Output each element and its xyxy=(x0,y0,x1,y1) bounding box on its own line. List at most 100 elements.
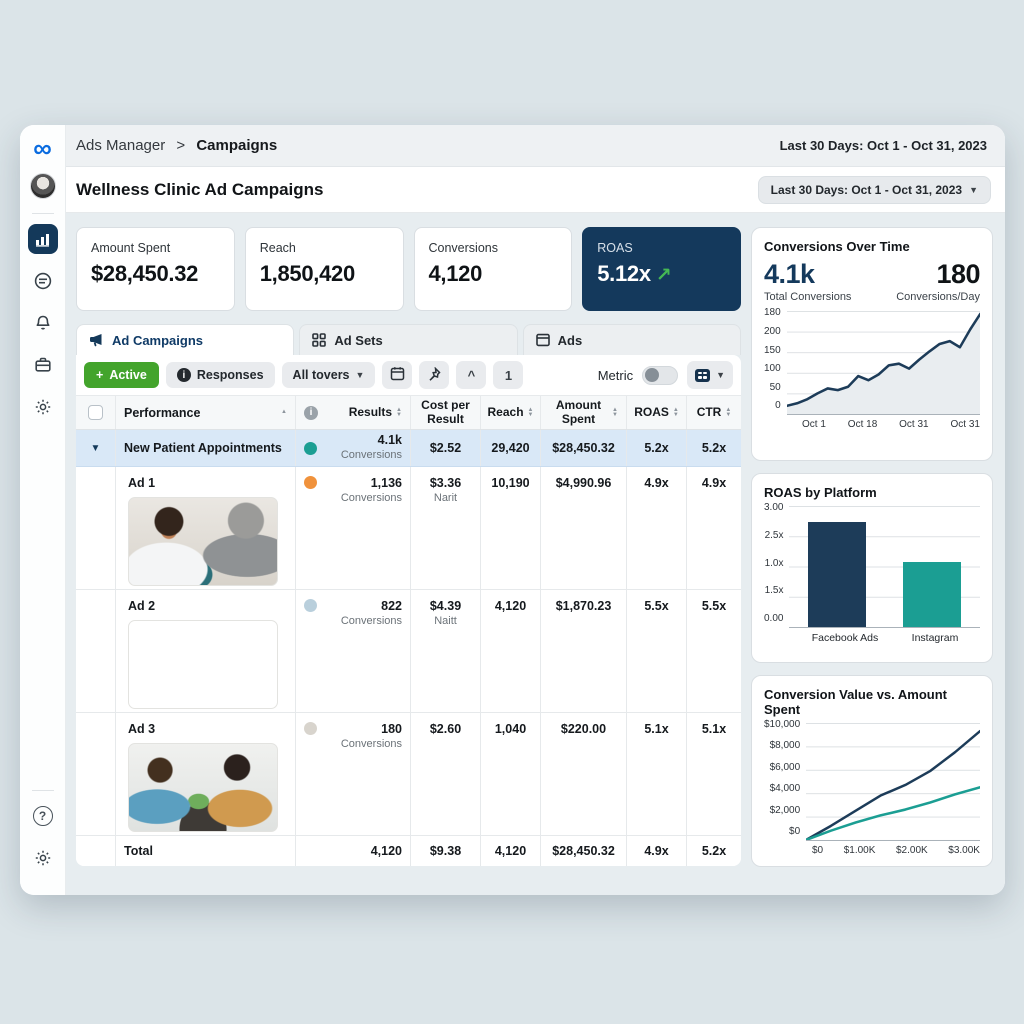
breadcrumb-separator: > xyxy=(176,137,186,154)
column-header-ctr[interactable]: CTR ▲ ▼ xyxy=(696,404,732,419)
cell-ctr: 5.1x xyxy=(701,722,727,736)
sidebar-bottom: ? xyxy=(28,786,58,885)
info-icon: i xyxy=(176,368,191,382)
frame-icon xyxy=(535,333,550,347)
pin-button[interactable] xyxy=(419,361,450,389)
column-header-results[interactable]: i Results ▲ ▼ xyxy=(296,396,411,429)
cell-roas: 4.9x xyxy=(627,467,687,589)
metric-toggle[interactable] xyxy=(642,365,679,385)
ad-thumbnail[interactable] xyxy=(128,743,278,832)
ad-name[interactable]: Ad 1 xyxy=(128,476,156,490)
left-column: Amount Spent $28,450.32 Reach 1,850,420 … xyxy=(76,227,741,895)
chevron-down-icon: ▼ xyxy=(355,370,365,380)
tab-label: Ad Sets xyxy=(334,332,383,348)
chevron-down-icon: ▼ xyxy=(969,184,978,195)
column-header-cost-per-result[interactable]: Cost per Result xyxy=(411,396,481,429)
select-all-checkbox[interactable] xyxy=(88,405,103,420)
total-cost: $9.38 xyxy=(411,836,481,866)
conversions-over-time-card: Conversions Over Time 4.1k Total Conversi… xyxy=(751,227,993,461)
calendar-icon xyxy=(390,366,405,384)
line-chart xyxy=(786,311,980,416)
cell-spent: $28,450.32 xyxy=(541,430,627,466)
breadcrumb-campaigns[interactable]: Campaigns xyxy=(196,137,278,154)
active-filter-button[interactable]: + Active xyxy=(84,362,159,388)
bar-chart-icon xyxy=(35,231,51,247)
kpi-card-roas: ROAS 5.12x ↗ xyxy=(582,227,741,311)
tab-label: Ads xyxy=(557,332,583,348)
sidebar-item-campaigns[interactable] xyxy=(28,266,58,296)
breadcrumb: Ads Manager > Campaigns xyxy=(76,137,277,154)
x-axis: Facebook Ads Instagram xyxy=(811,632,959,644)
breadcrumb-ads-manager[interactable]: Ads Manager xyxy=(76,137,166,154)
expand-row-icon[interactable]: ▼ xyxy=(90,442,101,454)
cell-ctr: 5.5x xyxy=(701,599,727,613)
status-dot xyxy=(304,599,317,612)
ad-row[interactable]: Ad 3 180 Conversions $2.60 1,040 $220.00 … xyxy=(76,713,741,836)
column-header-amount-spent[interactable]: Amount Spent ▲ ▼ xyxy=(541,396,627,429)
y-axis: $10,000 $8,000 $6,000 $4,000 $2,000 $0 xyxy=(764,719,801,837)
cell-reach: 10,190 xyxy=(481,467,541,589)
kpi-value: $28,450.32 xyxy=(91,261,199,286)
avatar[interactable] xyxy=(29,173,56,199)
tab-ad-sets[interactable]: Ad Sets xyxy=(299,324,518,355)
top-bar: Ads Manager > Campaigns Last 30 Days: Oc… xyxy=(66,125,1005,167)
kpi-row: Amount Spent $28,450.32 Reach 1,850,420 … xyxy=(76,227,741,311)
cell-reach: 1,040 xyxy=(481,713,541,835)
total-ctr: 5.2x xyxy=(701,844,727,858)
campaign-row[interactable]: ▼ New Patient Appointments 4.1k Conversio… xyxy=(76,430,741,467)
calendar-button[interactable] xyxy=(382,361,413,389)
kpi-label: Reach xyxy=(259,241,296,255)
cell-cost: $2.52 xyxy=(411,430,481,466)
cell-spent: $220.00 xyxy=(541,713,627,835)
sidebar-item-settings[interactable] xyxy=(28,392,58,422)
sort-asc-icon: ▲ xyxy=(281,409,287,416)
ad-row[interactable]: Ad 2 822 Conversions $4.39 Naitt 4,120 $1,… xyxy=(76,590,741,713)
sidebar-item-business-tools[interactable] xyxy=(28,350,58,380)
sort-order-label: 1 xyxy=(504,367,513,383)
collapse-button[interactable]: ^ xyxy=(456,361,487,389)
gear-icon xyxy=(34,398,52,416)
date-range-dropdown[interactable]: Last 30 Days: Oct 1 - Oct 31, 2023 ▼ xyxy=(757,175,991,204)
column-header-roas[interactable]: ROAS ▲ ▼ xyxy=(627,396,687,429)
stat-value: 180 xyxy=(936,259,980,289)
ad-name[interactable]: Ad 3 xyxy=(128,722,156,736)
status-dot xyxy=(304,441,317,455)
ad-thumbnail[interactable] xyxy=(128,497,278,586)
total-reach: 4,120 xyxy=(481,836,541,866)
meta-logo-icon[interactable]: ∞ xyxy=(33,133,52,163)
ad-name[interactable]: Ad 2 xyxy=(128,599,156,613)
sidebar-item-preferences[interactable] xyxy=(28,843,58,873)
column-header-reach[interactable]: Reach ▲ ▼ xyxy=(481,396,541,429)
ad-thumbnail[interactable] xyxy=(128,620,278,709)
campaigns-table: Performance ▲ i Results ▲ ▼ Cost per Resul… xyxy=(76,395,741,866)
campaign-name[interactable]: New Patient Appointments xyxy=(116,430,296,466)
tab-ad-campaigns[interactable]: Ad Campaigns xyxy=(76,324,295,355)
sidebar-item-help[interactable]: ? xyxy=(28,801,58,831)
total-results: 4,120 xyxy=(296,836,411,866)
sort-icon: ▲ ▼ xyxy=(725,407,732,418)
kpi-label: Amount Spent xyxy=(91,241,171,255)
kpi-value: 4,120 xyxy=(428,261,483,286)
sidebar-item-reports[interactable] xyxy=(27,224,58,254)
responses-label: Responses xyxy=(196,368,264,382)
cell-ctr: 4.9x xyxy=(701,476,727,490)
cell-roas: 5.1x xyxy=(627,713,687,835)
ad-row[interactable]: Ad 1 1,136 Conversions $3.36 Narit 10,190 … xyxy=(76,467,741,590)
column-header-performance[interactable]: Performance ▲ xyxy=(116,396,296,429)
x-axis: $0 $1.00K $2.00K $3.00K xyxy=(812,845,980,856)
sort-order-button[interactable]: 1 xyxy=(493,361,524,389)
cell-ctr: 5.2x xyxy=(701,441,727,455)
roas-by-platform-card: ROAS by Platform 3.00 2.5x 1.0x 1.5x 0.00 xyxy=(751,473,993,663)
stat-label: Total Conversions xyxy=(764,291,852,304)
sidebar-item-notifications[interactable] xyxy=(28,308,58,338)
pin-icon xyxy=(427,365,441,384)
chevron-up-icon: ^ xyxy=(467,367,476,383)
kpi-value: 5.12x ↗ xyxy=(597,261,672,286)
stat-value: 4.1k xyxy=(764,259,815,289)
value-vs-spent-card: Conversion Value vs. Amount Spent $10,00… xyxy=(751,675,993,867)
columns-layout-button[interactable]: ▼ xyxy=(687,361,733,389)
filters-dropdown[interactable]: All tovers ▼ xyxy=(281,362,376,388)
tab-ads[interactable]: Ads xyxy=(522,324,741,355)
responses-button[interactable]: i Responses xyxy=(165,362,275,388)
filters-dropdown-label: All tovers xyxy=(292,368,350,382)
